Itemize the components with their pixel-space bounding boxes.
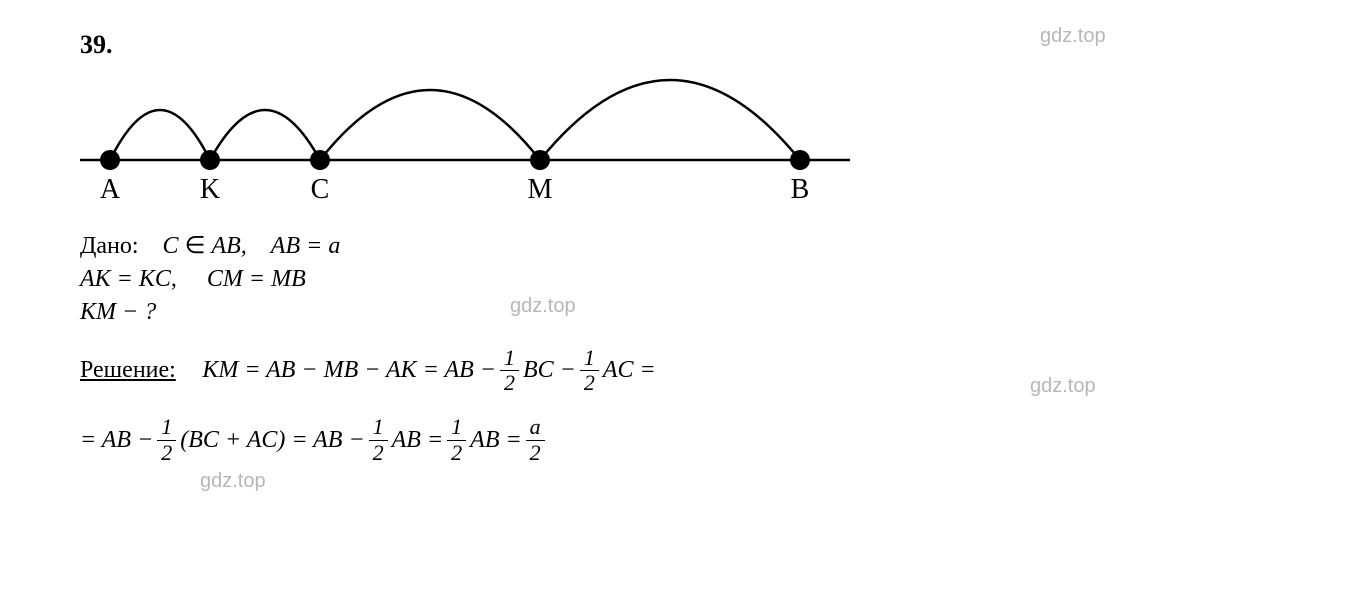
sol2-seg3: AB = [392,427,444,454]
given-c: C [163,233,179,259]
svg-text:C: C [311,174,330,205]
sol2-frac2-den: 2 [369,441,388,465]
sol2-frac1-num: 1 [157,415,176,440]
solution-line-1: Решение: KM = AB − MB − AK = AB − 1 2 BC… [80,341,1282,400]
svg-text:B: B [791,174,810,205]
sol2-frac4-num: a [526,415,545,440]
svg-text:A: A [100,174,121,205]
given-cm-mb: CM = MB [207,266,306,292]
given-ab-eq-a: AB = a [271,233,341,259]
given-ak-kc: AK = KC, [80,266,177,292]
sol2-seg2: (BC + AC) = AB − [180,427,364,454]
given-line-3: KM − ? [80,299,1282,326]
given-line-1: Дано: C ∈ AB, AB = a [80,231,1282,260]
sol2-frac3-den: 2 [447,441,466,465]
line-diagram: AKCMB [80,70,1282,216]
sol1-frac1: 1 2 [500,346,519,395]
given-label: Дано: [80,233,139,259]
sol1-seg3: AC = [603,357,656,384]
sol2-frac1-den: 2 [157,441,176,465]
given-line-2: AK = KC, CM = MB [80,266,1282,293]
watermark: gdz.top [510,295,576,318]
solution-line-2: = AB − 1 2 (BC + AC) = AB − 1 2 AB = 1 2… [80,415,1282,464]
watermark: gdz.top [1030,375,1096,398]
sol2-frac1: 1 2 [157,415,176,464]
given-km-question: KM − ? [80,299,156,325]
sol1-frac1-den: 2 [500,371,519,395]
watermark: gdz.top [1040,25,1106,48]
sol2-frac4: a 2 [526,415,545,464]
sol2-seg4: AB = [470,427,522,454]
sol1-seg2: BC − [523,357,576,384]
sol1-frac1-num: 1 [500,346,519,371]
sol1-seg1: KM = AB − MB − AK = AB − [202,357,496,384]
sol1-frac2-num: 1 [580,346,599,371]
sol2-frac3-num: 1 [447,415,466,440]
sol2-frac4-den: 2 [526,441,545,465]
sol1-frac2-den: 2 [580,371,599,395]
sol1-frac2: 1 2 [580,346,599,395]
solution-label: Решение: [80,357,176,384]
watermark: gdz.top [200,470,266,493]
svg-text:M: M [528,174,553,205]
element-of-symbol: ∈ [185,232,206,259]
sol2-frac2: 1 2 [369,415,388,464]
svg-text:K: K [200,174,220,205]
given-ab: AB, [211,233,246,259]
sol2-seg1: = AB − [80,427,153,454]
sol2-frac3: 1 2 [447,415,466,464]
sol2-frac2-num: 1 [369,415,388,440]
